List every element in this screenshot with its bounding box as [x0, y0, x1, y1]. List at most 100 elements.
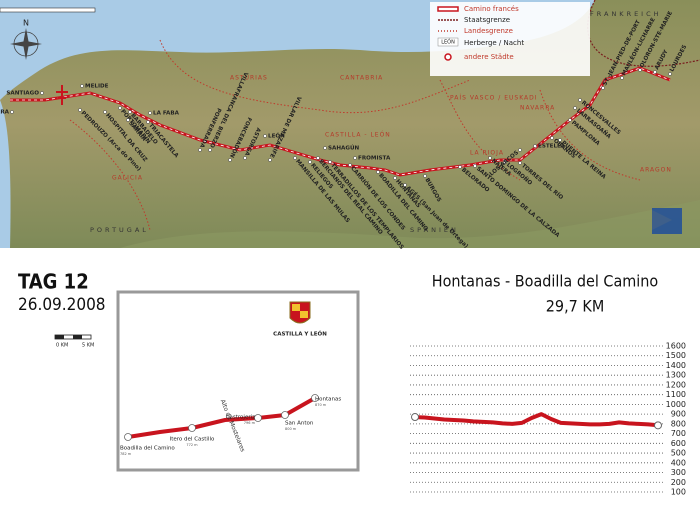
coat-of-arms-part: [300, 311, 308, 318]
town-dot: [423, 174, 427, 178]
town-label: ESTELLA: [538, 144, 566, 150]
y-tick-label: 200: [671, 478, 686, 487]
town-label: FROMISTA: [358, 156, 391, 162]
town-label: LA FABA: [153, 111, 180, 117]
town-dot: [653, 70, 657, 74]
detail-map: CASTILLA Y LEÓN Alto de Mostelares: [116, 290, 360, 472]
legend-swatch: [437, 37, 459, 47]
cross-icon: [56, 85, 68, 105]
elevation-line: [414, 412, 659, 428]
town-dot: [316, 156, 320, 160]
y-tick-label: 300: [671, 468, 686, 477]
scale-bar: [0, 7, 96, 13]
region-label: ARAGON: [640, 167, 672, 174]
region-label: CASTILLA - LEÓN: [325, 132, 391, 139]
town-dot: [668, 72, 672, 76]
town-dot: [533, 144, 537, 148]
town-dot: [198, 148, 202, 152]
town-dot: [458, 165, 462, 169]
town-label: MELIDE: [85, 84, 109, 90]
y-tick-label: 600: [671, 439, 686, 448]
town-dot: [148, 111, 152, 115]
legend-swatch: [444, 53, 452, 61]
y-tick-label: 500: [671, 449, 686, 458]
place-name: Hontanas: [315, 397, 341, 403]
day-date: 26.09.2008: [18, 295, 106, 315]
y-tick-label: 800: [671, 419, 686, 428]
town-dot: [118, 106, 122, 110]
place-elevation: 870 m: [315, 403, 327, 407]
place-name: San Anton: [285, 421, 314, 427]
town-label: FISTERRA: [0, 110, 10, 116]
town-dot: [208, 148, 212, 152]
town-dot: [503, 160, 507, 164]
detail-region: CASTILLA Y LEÓN: [273, 331, 327, 338]
town-dot: [573, 106, 577, 110]
region-label: CANTABRIA: [340, 75, 383, 82]
place-dot: [281, 411, 289, 419]
town-dot: [473, 164, 477, 168]
place-elevation: 782 m: [120, 452, 132, 456]
town-dot: [10, 110, 14, 114]
scale-label: 5 KM: [82, 343, 94, 349]
region-label: GALICIA: [112, 175, 143, 182]
place-dot: [124, 433, 132, 441]
town-dot: [126, 118, 130, 122]
town-dot: [78, 108, 82, 112]
detail-frame: [116, 290, 360, 472]
town-label: SANTIAGO: [6, 91, 39, 97]
town-dot: [550, 136, 554, 140]
y-tick-label: 100: [671, 488, 686, 497]
town-dot: [293, 156, 297, 160]
town-dot: [638, 68, 642, 72]
scale-label: 0 KM: [56, 343, 68, 349]
y-tick-label: 1100: [666, 390, 686, 399]
y-tick-label: 1000: [666, 400, 686, 409]
route-inner: [10, 67, 671, 176]
town-dot: [40, 91, 44, 95]
y-tick-label: 1300: [666, 371, 686, 380]
town-dot: [488, 156, 492, 160]
y-tick-label: 400: [671, 458, 686, 467]
town-dot: [103, 110, 107, 114]
start-marker: [411, 413, 419, 422]
day-label: TAG 12: [18, 270, 89, 294]
place-dot: [311, 394, 319, 402]
legend-label: Staatsgrenze: [464, 16, 510, 24]
map-terrain: [120, 200, 700, 248]
country-label: PORTUGAL: [90, 226, 149, 234]
y-tick-label: 900: [671, 410, 686, 419]
y-tick-label: 1600: [666, 342, 686, 351]
country-label: SPANIEN: [410, 226, 459, 234]
region-label: LA RIOJA: [470, 150, 504, 157]
town-dot: [601, 86, 605, 90]
place-name: Castrojeriz: [226, 415, 255, 421]
place-dot: [188, 424, 196, 432]
place-name: Itero del Castillo: [170, 437, 215, 443]
legend-label: Camino francés: [464, 5, 519, 13]
legend-swatch: [437, 6, 459, 12]
town-dot: [228, 158, 232, 162]
coat-of-arms-part: [292, 304, 300, 311]
town-dot: [376, 170, 380, 174]
town-dot: [558, 138, 562, 142]
town-label: SAHAGÚN: [328, 145, 360, 152]
region-label: PAÍS VASCO / EUSKADI: [450, 95, 538, 102]
town-dot: [348, 163, 352, 167]
town-dot: [353, 156, 357, 160]
legend-label: Herberge / Nacht: [464, 39, 524, 47]
place-dot: [254, 414, 262, 422]
region-label: ASTURIAS: [230, 75, 268, 82]
country-label: FRANKREICH: [590, 10, 662, 18]
town-dot: [568, 118, 572, 122]
town-dot: [518, 161, 522, 165]
detail-scale-bar: [73, 335, 82, 339]
town-dot: [243, 156, 247, 160]
stage-distance: 29,7 KM: [546, 297, 604, 316]
town-dot: [146, 120, 150, 124]
y-tick-label: 1500: [666, 351, 686, 360]
town-dot: [403, 183, 407, 187]
town-dot: [80, 84, 84, 88]
